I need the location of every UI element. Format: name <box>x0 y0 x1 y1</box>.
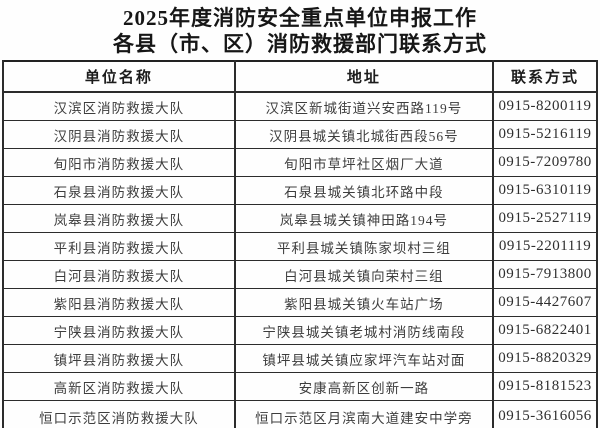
page-title-line-1: 2025年度消防安全重点单位申报工作 <box>123 6 477 30</box>
address-cell: 汉滨区新城街道兴安西路119号 <box>233 91 495 121</box>
table-row: 汉滨区消防救援大队 汉滨区新城街道兴安西路119号 0915-8200119 <box>2 91 598 121</box>
table-row: 恒口示范区消防救援大队 恒口示范区月滨南大道建安中学旁 0915-3616056 <box>2 400 598 428</box>
unit-name-cell: 恒口示范区消防救援大队 <box>2 400 236 428</box>
unit-name-cell: 旬阳市消防救援大队 <box>2 148 236 177</box>
address-cell: 岚皋县城关镇神田路194号 <box>233 204 495 233</box>
unit-name-cell: 汉滨区消防救援大队 <box>2 91 236 121</box>
phone-cell: 0915-5216119 <box>492 120 598 149</box>
unit-name-cell: 宁陕县消防救援大队 <box>2 316 236 345</box>
table-row: 汉阴县消防救援大队 汉阴县城关镇北城街西段56号 0915-5216119 <box>2 120 598 149</box>
table-row: 紫阳县消防救援大队 紫阳县城关镇火车站广场 0915-4427607 <box>2 288 598 317</box>
phone-cell: 0915-7913800 <box>492 260 598 289</box>
table-row: 高新区消防救援大队 安康高新区创新一路 0915-8181523 <box>2 372 598 401</box>
unit-name-cell: 汉阴县消防救援大队 <box>2 120 236 149</box>
address-cell: 镇坪县城关镇应家坪汽车站对面 <box>233 344 495 373</box>
table-row: 平利县消防救援大队 平利县城关镇陈家坝村三组 0915-2201119 <box>2 232 598 261</box>
table-row: 白河县消防救援大队 白河县城关镇向荣村三组 0915-7913800 <box>2 260 598 289</box>
address-cell: 宁陕县城关镇老城村消防线南段 <box>233 316 495 345</box>
phone-cell: 0915-2201119 <box>492 232 598 261</box>
header-unit-name: 单位名称 <box>2 60 236 93</box>
table-row: 宁陕县消防救援大队 宁陕县城关镇老城村消防线南段 0915-6822401 <box>2 316 598 345</box>
address-cell: 紫阳县城关镇火车站广场 <box>233 288 495 317</box>
phone-cell: 0915-3616056 <box>492 400 598 428</box>
address-cell: 石泉县城关镇北环路中段 <box>233 176 495 205</box>
address-cell: 旬阳市草坪社区烟厂大道 <box>233 148 495 177</box>
page-title-line-2: 各县（市、区）消防救援部门联系方式 <box>113 32 487 56</box>
table-row: 岚皋县消防救援大队 岚皋县城关镇神田路194号 0915-2527119 <box>2 204 598 233</box>
address-cell: 平利县城关镇陈家坝村三组 <box>233 232 495 261</box>
address-cell: 恒口示范区月滨南大道建安中学旁 <box>233 400 495 428</box>
contact-table: 单位名称 地址 联系方式 汉滨区消防救援大队 汉滨区新城街道兴安西路119号 0… <box>2 60 598 428</box>
address-cell: 白河县城关镇向荣村三组 <box>233 260 495 289</box>
page-title: 2025年度消防安全重点单位申报工作 各县（市、区）消防救援部门联系方式 <box>0 0 600 58</box>
phone-cell: 0915-6822401 <box>492 316 598 345</box>
phone-cell: 0915-2527119 <box>492 204 598 233</box>
table-row: 石泉县消防救援大队 石泉县城关镇北环路中段 0915-6310119 <box>2 176 598 205</box>
address-cell: 汉阴县城关镇北城街西段56号 <box>233 120 495 149</box>
unit-name-cell: 紫阳县消防救援大队 <box>2 288 236 317</box>
phone-cell: 0915-8181523 <box>492 372 598 401</box>
unit-name-cell: 石泉县消防救援大队 <box>2 176 236 205</box>
table-header-row: 单位名称 地址 联系方式 <box>2 60 598 93</box>
phone-cell: 0915-8820329 <box>492 344 598 373</box>
unit-name-cell: 镇坪县消防救援大队 <box>2 344 236 373</box>
unit-name-cell: 岚皋县消防救援大队 <box>2 204 236 233</box>
phone-cell: 0915-7209780 <box>492 148 598 177</box>
header-contact: 联系方式 <box>492 60 598 93</box>
phone-cell: 0915-8200119 <box>492 91 598 121</box>
table-row: 旬阳市消防救援大队 旬阳市草坪社区烟厂大道 0915-7209780 <box>2 148 598 177</box>
phone-cell: 0915-6310119 <box>492 176 598 205</box>
address-cell: 安康高新区创新一路 <box>233 372 495 401</box>
unit-name-cell: 白河县消防救援大队 <box>2 260 236 289</box>
header-address: 地址 <box>233 60 495 93</box>
phone-cell: 0915-4427607 <box>492 288 598 317</box>
unit-name-cell: 高新区消防救援大队 <box>2 372 236 401</box>
unit-name-cell: 平利县消防救援大队 <box>2 232 236 261</box>
table-row: 镇坪县消防救援大队 镇坪县城关镇应家坪汽车站对面 0915-8820329 <box>2 344 598 373</box>
